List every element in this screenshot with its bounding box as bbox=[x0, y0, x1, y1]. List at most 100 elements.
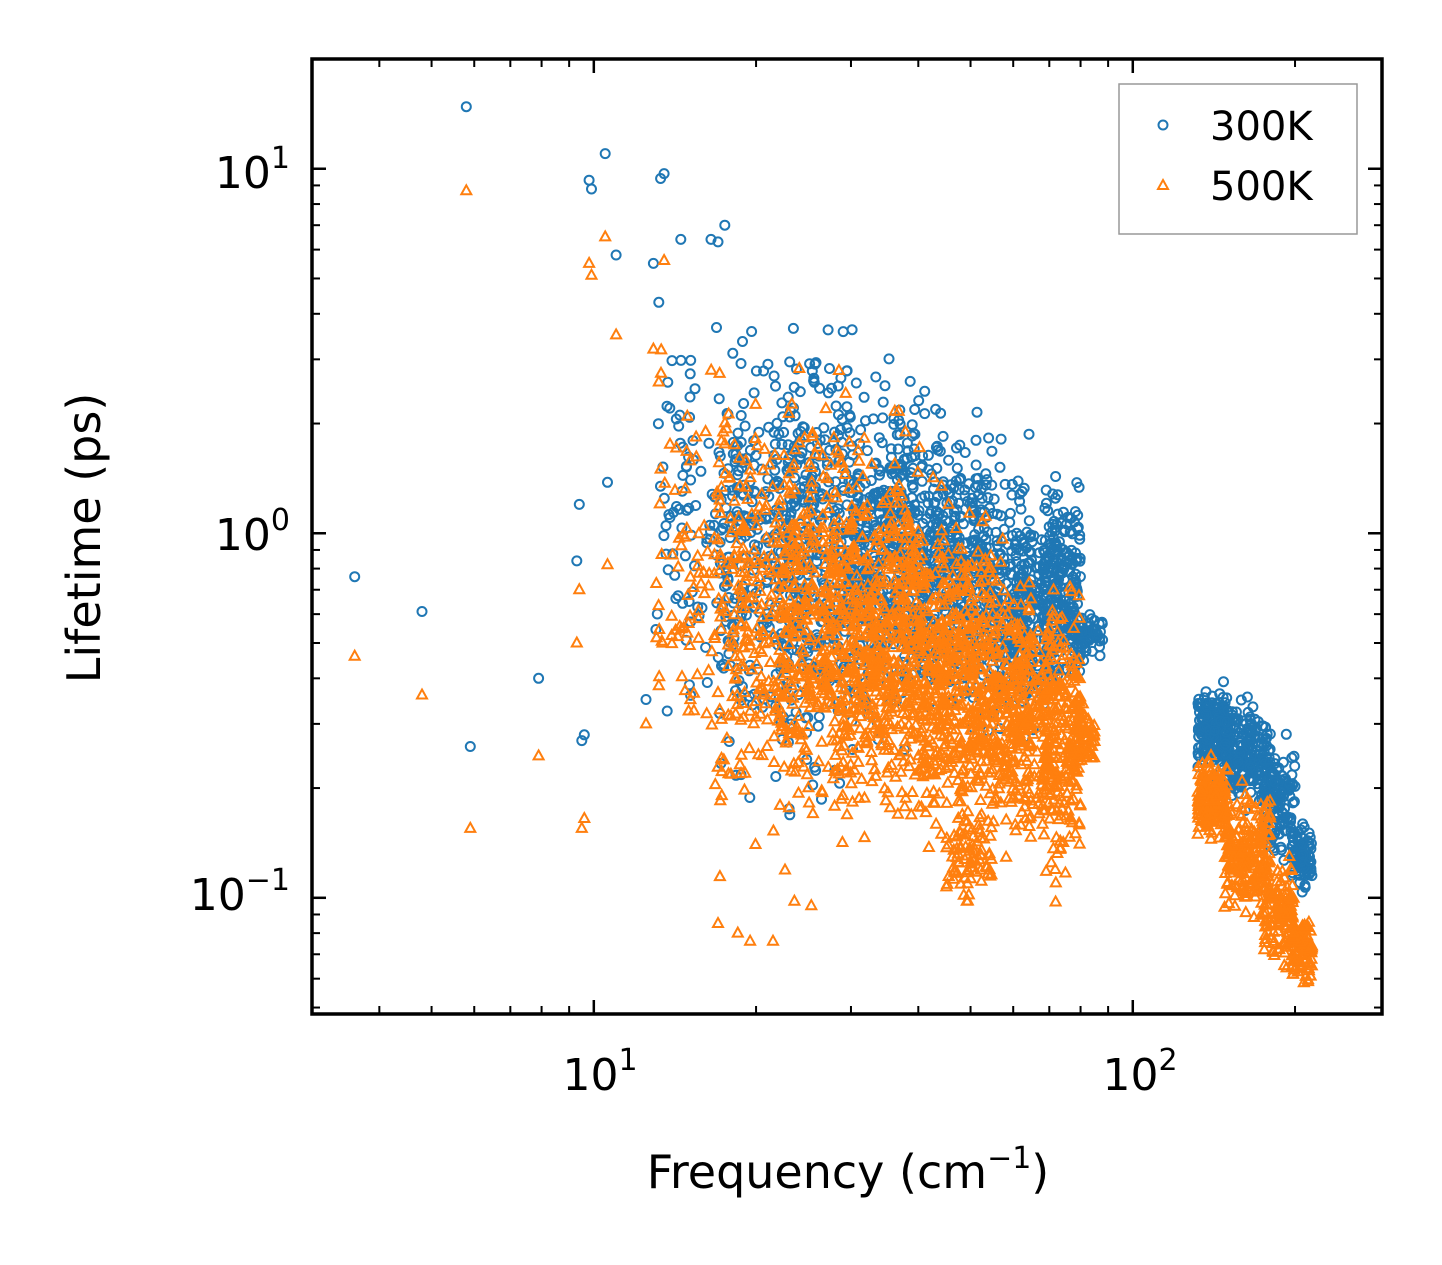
data-point-500K bbox=[655, 546, 669, 559]
data-point-500K bbox=[956, 716, 971, 729]
data-point-500K bbox=[943, 649, 957, 662]
data-point-300K bbox=[953, 532, 965, 544]
data-point-300K bbox=[1049, 492, 1061, 504]
data-point-300K bbox=[1015, 503, 1027, 515]
data-point-500K bbox=[652, 669, 666, 682]
data-point-500K bbox=[873, 565, 888, 578]
data-point-500K bbox=[788, 482, 802, 495]
data-point-300K bbox=[1275, 786, 1287, 798]
data-point-500K bbox=[711, 915, 725, 928]
data-point-500K bbox=[971, 713, 986, 726]
data-point-500K bbox=[1001, 591, 1016, 604]
data-point-500K bbox=[920, 785, 934, 798]
data-point-500K bbox=[914, 626, 928, 639]
data-point-300K bbox=[879, 380, 891, 392]
data-point-300K bbox=[798, 475, 810, 487]
data-point-500K bbox=[855, 530, 869, 543]
data-point-300K bbox=[1257, 733, 1268, 745]
data-point-500K bbox=[807, 540, 821, 553]
data-point-500K bbox=[900, 604, 914, 617]
data-point-500K bbox=[889, 686, 903, 699]
data-point-500K bbox=[816, 668, 830, 681]
data-point-300K bbox=[905, 472, 916, 484]
data-point-500K bbox=[912, 763, 927, 776]
data-point-300K bbox=[850, 377, 862, 389]
data-point-500K bbox=[834, 693, 848, 706]
data-point-300K bbox=[1288, 796, 1300, 808]
data-point-500K bbox=[951, 541, 966, 554]
data-point-500K bbox=[874, 694, 888, 707]
data-point-500K bbox=[969, 558, 984, 571]
data-point-500K bbox=[938, 698, 952, 711]
data-point-500K bbox=[964, 854, 978, 867]
data-point-500K bbox=[857, 684, 871, 697]
data-point-500K bbox=[803, 557, 817, 570]
data-point-500K bbox=[804, 898, 818, 911]
data-point-300K bbox=[776, 397, 788, 409]
data-point-500K bbox=[762, 457, 777, 470]
data-point-500K bbox=[925, 719, 939, 732]
data-point-500K bbox=[965, 751, 979, 764]
data-point-500K bbox=[966, 843, 981, 856]
data-point-500K bbox=[905, 583, 919, 596]
data-point-500K bbox=[721, 637, 735, 650]
data-point-300K bbox=[919, 408, 931, 420]
data-point-500K bbox=[976, 610, 990, 623]
data-point-300K bbox=[1200, 708, 1212, 720]
data-point-500K bbox=[962, 559, 976, 572]
data-point-500K bbox=[752, 682, 766, 695]
data-point-500K bbox=[828, 694, 842, 707]
data-point-500K bbox=[830, 617, 844, 630]
data-point-500K bbox=[851, 648, 865, 661]
data-point-300K bbox=[931, 517, 943, 529]
data-point-500K bbox=[773, 590, 787, 603]
data-point-500K bbox=[898, 502, 912, 515]
data-point-500K bbox=[653, 461, 668, 474]
data-point-500K bbox=[982, 846, 997, 859]
data-point-500K bbox=[949, 750, 963, 763]
data-point-500K bbox=[711, 487, 725, 500]
data-point-300K bbox=[958, 601, 969, 612]
data-point-500K bbox=[905, 708, 919, 721]
data-point-500K bbox=[844, 765, 858, 778]
data-point-300K bbox=[931, 462, 943, 474]
data-point-500K bbox=[665, 608, 679, 621]
data-point-300K bbox=[671, 501, 682, 512]
data-point-500K bbox=[792, 723, 806, 736]
data-point-500K bbox=[584, 267, 599, 280]
data-point-500K bbox=[743, 470, 757, 483]
data-points bbox=[348, 101, 1319, 988]
data-point-500K bbox=[663, 436, 677, 449]
data-point-500K bbox=[697, 586, 712, 599]
data-point-300K bbox=[948, 482, 960, 494]
data-point-300K bbox=[748, 387, 760, 399]
data-point-500K bbox=[952, 698, 966, 711]
data-point-500K bbox=[915, 548, 929, 561]
data-point-500K bbox=[955, 784, 969, 797]
data-point-500K bbox=[859, 735, 873, 748]
data-point-500K bbox=[969, 743, 983, 756]
data-point-500K bbox=[873, 658, 887, 671]
data-point-500K bbox=[777, 447, 791, 460]
data-point-500K bbox=[680, 408, 694, 421]
data-point-500K bbox=[720, 574, 734, 587]
data-point-300K bbox=[750, 449, 762, 461]
data-point-500K bbox=[913, 613, 928, 626]
data-point-300K bbox=[1280, 728, 1292, 740]
data-point-500K bbox=[931, 546, 946, 559]
data-point-500K bbox=[954, 554, 968, 567]
data-point-500K bbox=[850, 694, 865, 707]
data-point-300K bbox=[951, 442, 962, 454]
data-point-300K bbox=[1052, 508, 1064, 520]
data-point-500K bbox=[717, 752, 731, 765]
data-point-300K bbox=[937, 430, 949, 442]
data-point-500K bbox=[964, 871, 978, 884]
data-point-500K bbox=[783, 592, 797, 605]
data-point-500K bbox=[936, 677, 950, 690]
data-point-500K bbox=[942, 729, 957, 742]
data-point-500K bbox=[901, 513, 915, 526]
data-point-500K bbox=[832, 445, 846, 458]
data-point-500K bbox=[757, 441, 772, 454]
data-point-500K bbox=[749, 694, 763, 707]
data-point-300K bbox=[689, 383, 701, 395]
